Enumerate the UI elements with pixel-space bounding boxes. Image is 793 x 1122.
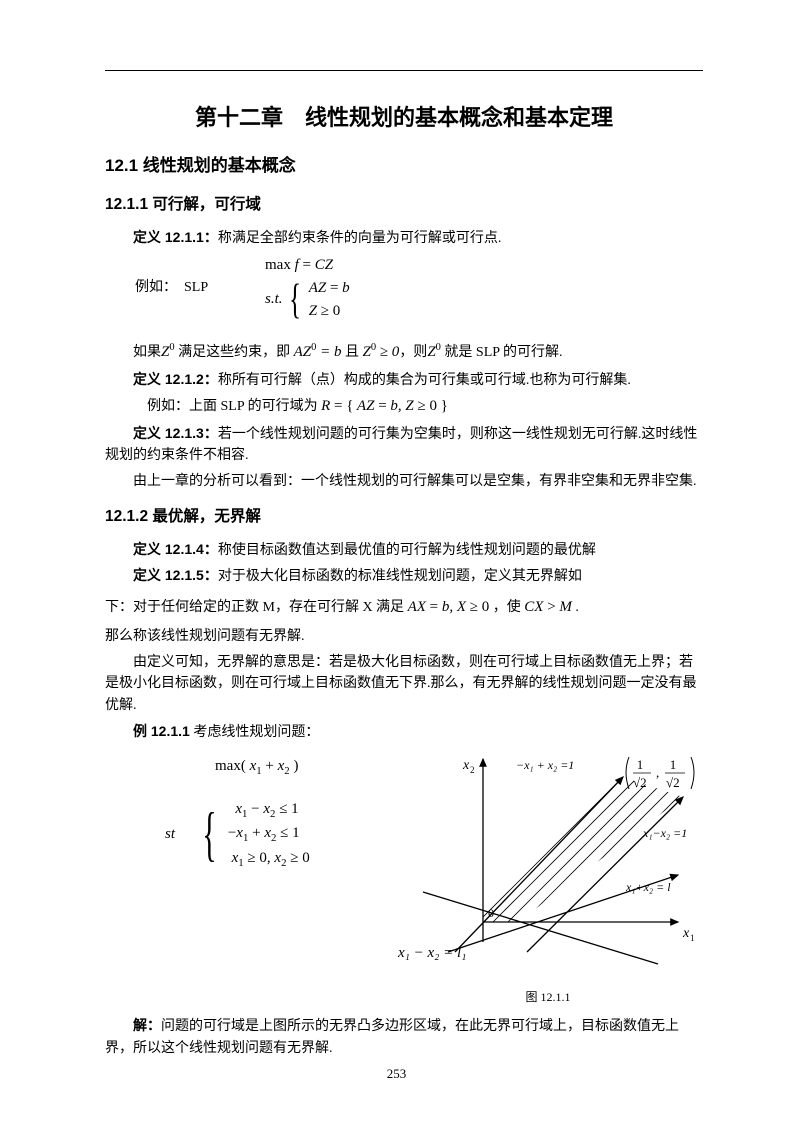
t4: 且 bbox=[341, 345, 362, 360]
eg-region: 例如：上面 SLP 的可行域为 R = { AZ = b, Z ≥ 0 } bbox=[105, 395, 703, 418]
example-12-1-1: 例 12.1.1 考虑线性规划问题： bbox=[105, 721, 703, 744]
def-head: 定义 12.1.3： bbox=[133, 425, 218, 441]
eg-pre: 例如：上面 SLP 的可行域为 bbox=[147, 399, 321, 414]
def-12-1-5-line2: 下：对于任何给定的正数 M，存在可行解 X 满足 AX = b, X ≥ 0 ，… bbox=[105, 592, 703, 622]
svg-text:1: 1 bbox=[690, 933, 695, 943]
m2: CX > M bbox=[524, 599, 572, 615]
sol-body: 问题的可行域是上图所示的无界凸多边形区域，在此无界可行域上，目标函数值无上界，所… bbox=[105, 1019, 679, 1056]
def-head: 定义 12.1.2： bbox=[133, 371, 218, 387]
def-body: 称使目标函数值达到最优值的可行解为线性规划问题的最优解 bbox=[218, 543, 596, 558]
def-head: 定义 12.1.4： bbox=[133, 541, 218, 557]
ex-objective: max( x1 + x2 ) bbox=[215, 755, 393, 780]
svg-text:x₁+x₂ = l: x₁+x₂ = l bbox=[625, 880, 671, 894]
top-rule bbox=[105, 70, 703, 71]
svg-text:x: x bbox=[462, 758, 470, 773]
def-head: 定义 12.1.5： bbox=[133, 567, 218, 583]
example-row: max( x1 + x2 ) st { x1 − x2 ≤ 1 −x1 + x2… bbox=[105, 747, 703, 1007]
def-12-1-2: 定义 12.1.2：称所有可行解（点）构成的集合为可行集或可行域.也称为可行解集… bbox=[105, 369, 703, 392]
ex-body: 考虑线性规划问题： bbox=[190, 725, 320, 740]
t3: = b bbox=[316, 344, 341, 360]
svg-text:x₁ − x₂ = l₁: x₁ − x₂ = l₁ bbox=[397, 945, 466, 961]
meaning-para: 由定义可知，无界解的意思是：若是极大化目标函数，则在可行域上目标函数值无上界；若… bbox=[105, 652, 703, 717]
def-12-1-5-line3: 那么称该线性规划问题有无界解. bbox=[105, 626, 703, 648]
def-head: 定义 12.1.1： bbox=[133, 229, 218, 245]
def-12-1-3: 定义 12.1.3：若一个线性规划问题的可行集为空集时，则称这一线性规划无可行解… bbox=[105, 423, 703, 467]
subsection-12-1-2: 12.1.2 最优解，无界解 bbox=[105, 505, 703, 529]
ex-constraints: x1 − x2 ≤ 1 −x1 + x2 ≤ 1 x1 ≥ 0, x2 ≥ 0 bbox=[228, 798, 310, 871]
svg-text:,: , bbox=[656, 765, 659, 780]
t6: ，则 bbox=[399, 345, 427, 360]
b: 下：对于任何给定的正数 M，存在可行解 X 满足 bbox=[105, 600, 408, 615]
t7: 就是 SLP 的可行解. bbox=[441, 345, 563, 360]
svg-text:1: 1 bbox=[637, 757, 644, 772]
def-12-1-4: 定义 12.1.4：称使目标函数值达到最优值的可行解为线性规划问题的最优解 bbox=[105, 539, 703, 562]
slp-block: 例如： SLP max f = CZ s.t. { AZ = b Z ≥ 0 bbox=[135, 254, 703, 322]
def-body: 称所有可行解（点）构成的集合为可行集或可行域.也称为可行解集. bbox=[218, 373, 631, 388]
t1: 如果 bbox=[133, 345, 161, 360]
def-body: 称满足全部约束条件的向量为可行解或可行点. bbox=[218, 231, 502, 246]
m1: AX = b, X ≥ 0 bbox=[408, 599, 490, 615]
def-12-1-5: 定义 12.1.5：对于极大化目标函数的标准线性规划问题，定义其无界解如 bbox=[105, 565, 703, 588]
if-para: 如果Z0 满足这些约束，即 AZ0 = b 且 Z0 ≥ 0，则Z0 就是 SL… bbox=[105, 340, 703, 364]
svg-text:√2: √2 bbox=[633, 775, 647, 790]
svg-text:√2: √2 bbox=[666, 775, 680, 790]
svg-text:1: 1 bbox=[670, 757, 677, 772]
ex-c1: x1 − x2 ≤ 1 bbox=[228, 801, 299, 817]
example-math-block: max( x1 + x2 ) st { x1 − x2 ≤ 1 −x1 + x2… bbox=[105, 747, 393, 870]
svg-text:2: 2 bbox=[470, 765, 475, 775]
analysis-para: 由上一章的分析可以看到：一个线性规划的可行解集可以是空集，有界非空集和无界非空集… bbox=[105, 471, 703, 493]
t5: ≥ 0 bbox=[376, 344, 399, 360]
section-title-12-1: 12.1 线性规划的基本概念 bbox=[105, 153, 703, 179]
def-body-a: 对于极大化目标函数的标准线性规划问题，定义其无界解如 bbox=[218, 569, 582, 584]
def-12-1-1: 定义 12.1.1：称满足全部约束条件的向量为可行解或可行点. bbox=[105, 227, 703, 250]
ex-st-label: st bbox=[165, 823, 175, 846]
slp-math: max f = CZ s.t. { AZ = b Z ≥ 0 bbox=[265, 254, 350, 322]
slp-st-label: s.t. bbox=[265, 288, 283, 311]
chapter-title: 第十二章 线性规划的基本概念和基本定理 bbox=[105, 101, 703, 135]
page-number: 253 bbox=[0, 1064, 793, 1084]
slp-c2: Z ≥ 0 bbox=[309, 303, 341, 319]
figure-container: x2 x1 0 −x₁ + x₂ =1 1 √2 , 1 √2 x₁−x₂ =1 bbox=[393, 747, 703, 1007]
ex-c3: x1 ≥ 0, x2 ≥ 0 bbox=[228, 850, 310, 866]
slp-prefix: 例如： SLP bbox=[135, 277, 265, 299]
brace-icon: { bbox=[202, 804, 216, 864]
figure-12-1-1: x2 x1 0 −x₁ + x₂ =1 1 √2 , 1 √2 x₁−x₂ =1 bbox=[393, 747, 703, 982]
d: . bbox=[572, 600, 579, 615]
figure-caption: 图 12.1.1 bbox=[393, 988, 703, 1007]
svg-text:x: x bbox=[682, 926, 690, 941]
eg-math: R = { AZ = b, Z ≥ 0 } bbox=[321, 398, 448, 414]
svg-text:0: 0 bbox=[488, 906, 494, 920]
slp-objective: max f = CZ bbox=[265, 254, 350, 277]
subsection-12-1-1: 12.1.1 可行解，可行域 bbox=[105, 193, 703, 217]
svg-text:x₁−x₂ =1: x₁−x₂ =1 bbox=[642, 826, 687, 840]
slp-c1: AZ = b bbox=[309, 280, 350, 296]
brace-icon: { bbox=[289, 279, 301, 321]
sol-head: 解： bbox=[133, 1017, 161, 1033]
b2: ，使 bbox=[489, 600, 524, 615]
t2: 满足这些约束，即 bbox=[175, 345, 294, 360]
svg-text:−x₁ + x₂ =1: −x₁ + x₂ =1 bbox=[516, 758, 574, 772]
solution: 解：问题的可行域是上图所示的无界凸多边形区域，在此无界可行域上，目标函数值无上界… bbox=[105, 1015, 703, 1059]
slp-constraints: AZ = b Z ≥ 0 bbox=[309, 277, 350, 322]
ex-c2: −x1 + x2 ≤ 1 bbox=[228, 825, 300, 841]
ex-head: 例 12.1.1 bbox=[133, 723, 190, 739]
